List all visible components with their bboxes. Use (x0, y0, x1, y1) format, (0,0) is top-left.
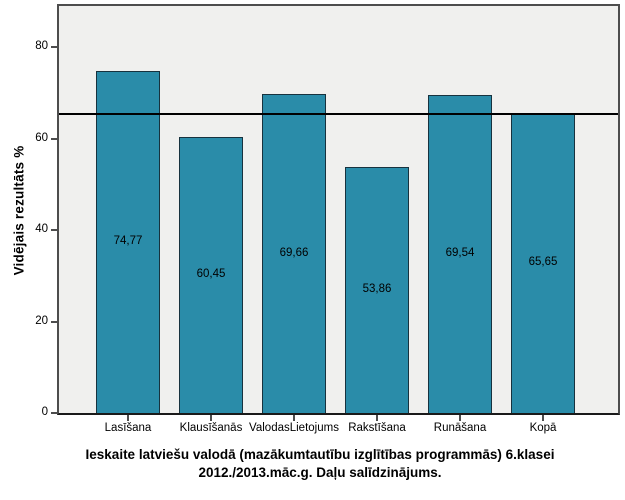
x-category-label: ValodasLietojums (249, 422, 339, 434)
bar-3: 69,66 (262, 94, 326, 413)
bar-5: 69,54 (428, 95, 492, 413)
y-tick-label: 0 (41, 406, 48, 418)
y-tick-label: 80 (35, 40, 48, 53)
y-tick-mark (51, 320, 57, 323)
x-category-label: Rakstīšana (348, 422, 406, 434)
x-category-label: Lasīšana (104, 422, 152, 434)
bar-6: 65,65 (511, 112, 575, 413)
chart-title: Ieskaite latviešu valodā (mazākumtautību… (20, 446, 620, 482)
bar-4: 53,86 (345, 166, 409, 413)
x-tick-mark (459, 415, 461, 421)
x-tick-mark (293, 415, 295, 421)
plot-area: 74,77 60,45 69,66 53,86 69,54 65,65 (57, 4, 620, 415)
x-tick-mark (542, 415, 544, 421)
y-axis-title: Vidējais rezultāts % (2, 6, 36, 415)
y-tick-mark (51, 229, 57, 232)
bar-value-label: 69,66 (279, 246, 309, 259)
bar-value-label: 53,86 (362, 282, 392, 295)
y-tick-label: 20 (35, 314, 48, 327)
x-tick-mark (376, 415, 378, 421)
chart-title-line-1: Ieskaite latviešu valodā (mazākumtautību… (85, 447, 555, 462)
x-tick-mark (127, 415, 129, 421)
y-tick-mark (51, 46, 57, 49)
bar-value-label: 69,54 (445, 247, 475, 259)
bar-value-label: 74,77 (113, 235, 143, 248)
y-tick-mark (51, 412, 57, 414)
x-category-label: Runāšana (433, 422, 487, 434)
bar-value-label: 60,45 (196, 267, 226, 280)
reference-line (59, 112, 618, 115)
chart-title-line-2: 2012./2013.māc.g. Daļu salīdzinājums. (198, 465, 442, 480)
x-tick-mark (210, 415, 212, 421)
bar-1: 74,77 (96, 71, 160, 413)
bar-2: 60,45 (179, 136, 243, 413)
y-tick-label: 40 (35, 223, 48, 236)
y-axis-title-text: Vidējais rezultāts % (11, 145, 27, 276)
y-tick-mark (51, 137, 57, 140)
x-category-label: Kopā (529, 422, 557, 434)
x-category-label: Klausīšanās (179, 422, 243, 434)
y-tick-label: 60 (35, 131, 48, 144)
bar-value-label: 65,65 (528, 255, 558, 268)
